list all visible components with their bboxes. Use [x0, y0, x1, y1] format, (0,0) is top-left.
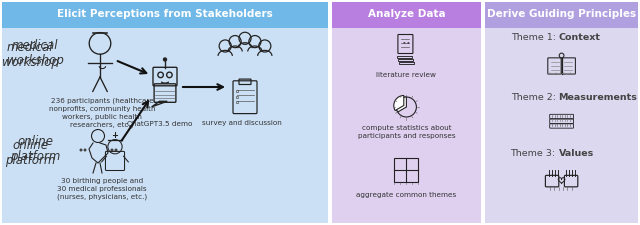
- Text: medical
workshop: medical workshop: [1, 41, 58, 69]
- Circle shape: [79, 148, 83, 151]
- Text: Elicit Perceptions from Stakeholders: Elicit Perceptions from Stakeholders: [57, 9, 273, 19]
- FancyBboxPatch shape: [332, 2, 481, 223]
- Wedge shape: [396, 97, 406, 112]
- Text: literature review: literature review: [376, 72, 436, 78]
- Text: Analyze Data: Analyze Data: [367, 9, 445, 19]
- Text: Theme 1:: Theme 1:: [511, 34, 559, 43]
- Text: Theme 3:: Theme 3:: [511, 148, 559, 157]
- Text: ChatGPT3.5 demo: ChatGPT3.5 demo: [127, 121, 193, 127]
- Text: online
platform: online platform: [5, 139, 55, 167]
- Text: survey and discussion: survey and discussion: [202, 120, 282, 126]
- Text: compute statistics about
participants and responses: compute statistics about participants an…: [358, 125, 455, 139]
- Text: 236 participants (healthcare
nonprofits, community health
workers, public health: 236 participants (healthcare nonprofits,…: [49, 98, 156, 128]
- Text: 30 birthing people and
30 medical professionals
(nurses, physicians, etc.): 30 birthing people and 30 medical profes…: [57, 178, 147, 200]
- Wedge shape: [394, 95, 404, 110]
- Bar: [394, 158, 419, 182]
- Circle shape: [163, 57, 167, 62]
- Text: online
platform: online platform: [10, 135, 60, 163]
- Circle shape: [115, 148, 118, 151]
- Bar: [236, 96, 239, 98]
- FancyBboxPatch shape: [2, 2, 328, 28]
- Bar: [236, 101, 239, 103]
- Circle shape: [403, 42, 405, 44]
- Text: Values: Values: [559, 148, 594, 157]
- Circle shape: [408, 42, 410, 44]
- FancyBboxPatch shape: [485, 2, 638, 223]
- FancyBboxPatch shape: [2, 2, 328, 223]
- Circle shape: [111, 148, 113, 151]
- FancyBboxPatch shape: [332, 2, 481, 28]
- FancyBboxPatch shape: [485, 2, 638, 28]
- Text: Theme 2:: Theme 2:: [511, 92, 559, 101]
- Circle shape: [83, 148, 86, 151]
- Bar: [236, 90, 239, 92]
- Text: medical
workshop: medical workshop: [6, 39, 63, 67]
- Text: Derive Guiding Principles: Derive Guiding Principles: [487, 9, 636, 19]
- Text: Measurements: Measurements: [559, 92, 637, 101]
- Text: aggregate common themes: aggregate common themes: [356, 192, 456, 198]
- Text: Context: Context: [559, 34, 600, 43]
